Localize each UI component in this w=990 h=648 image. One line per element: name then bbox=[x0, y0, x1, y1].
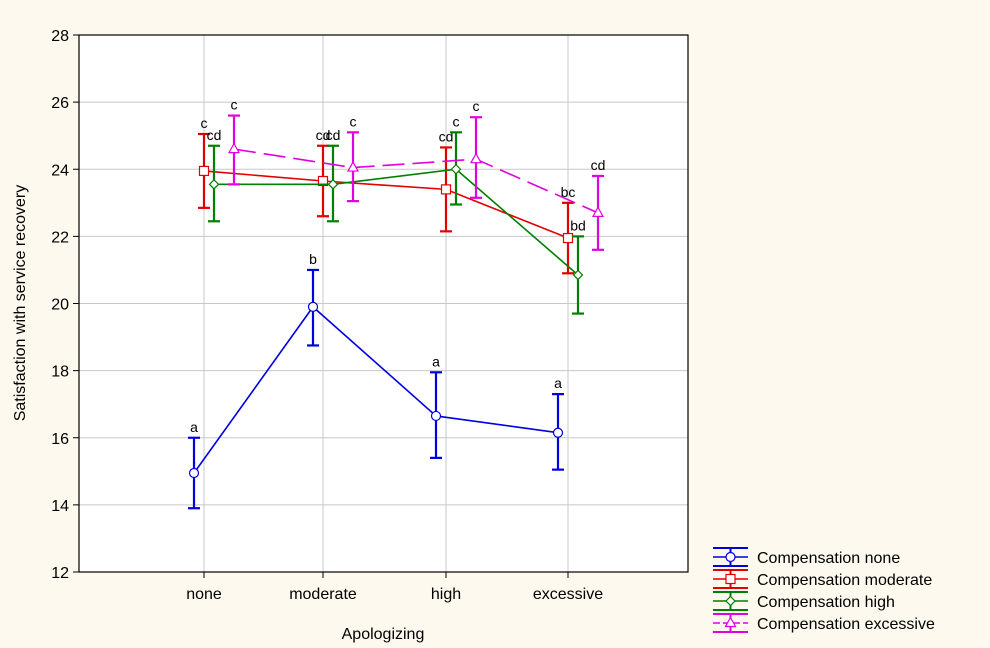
legend-entry: Compensation high bbox=[713, 591, 895, 611]
legend-marker bbox=[725, 573, 736, 585]
data-point bbox=[188, 467, 200, 479]
x-tick-label: excessive bbox=[533, 586, 603, 603]
data-label: a bbox=[554, 375, 562, 391]
data-point bbox=[562, 232, 574, 244]
y-tick-label: 28 bbox=[51, 28, 69, 45]
data-point bbox=[440, 184, 452, 195]
grid-lines bbox=[79, 35, 688, 572]
data-label: cd bbox=[439, 128, 454, 144]
data-label: c bbox=[453, 113, 460, 129]
series-line bbox=[233, 148, 599, 214]
legend: Compensation none Compensation moderate Co… bbox=[713, 547, 935, 633]
data-label: cd bbox=[316, 127, 331, 143]
data-point bbox=[591, 206, 605, 217]
y-tick-label: 22 bbox=[51, 229, 69, 246]
y-axis: 12 14 16 18 20 22 24 26 28 bbox=[51, 28, 79, 582]
data-point bbox=[327, 179, 339, 190]
legend-label: Compensation moderate bbox=[757, 572, 932, 589]
legend-label: Compensation none bbox=[757, 550, 900, 567]
data-point bbox=[430, 410, 442, 422]
series-compensation-none: a b a a bbox=[188, 251, 564, 510]
data-label: c bbox=[231, 97, 238, 113]
legend-marker bbox=[724, 616, 737, 628]
data-label: a bbox=[190, 419, 198, 435]
y-axis-title: Satisfaction with service recovery bbox=[12, 185, 29, 422]
data-label: b bbox=[309, 251, 317, 267]
data-point bbox=[208, 179, 220, 190]
data-point bbox=[469, 152, 483, 164]
data-point bbox=[227, 142, 241, 154]
data-label: c bbox=[473, 98, 480, 114]
data-label: c bbox=[201, 115, 208, 131]
x-tick-label: high bbox=[431, 586, 461, 603]
data-label: bd bbox=[570, 217, 586, 233]
y-tick-label: 12 bbox=[51, 565, 69, 582]
data-label: bc bbox=[561, 184, 576, 200]
legend-label: Compensation excessive bbox=[757, 616, 935, 633]
data-label: cd bbox=[326, 127, 341, 143]
data-point bbox=[450, 163, 462, 175]
y-tick-label: 14 bbox=[51, 498, 69, 515]
legend-entry: Compensation none bbox=[713, 547, 900, 567]
legend-label: Compensation high bbox=[757, 594, 895, 611]
x-axis-title: Apologizing bbox=[342, 626, 425, 643]
y-tick-label: 20 bbox=[51, 297, 69, 314]
data-point bbox=[552, 427, 564, 438]
y-tick-label: 24 bbox=[51, 162, 69, 179]
data-label: c bbox=[350, 113, 357, 129]
data-point bbox=[317, 175, 329, 187]
legend-entry: Compensation excessive bbox=[713, 613, 935, 633]
data-point bbox=[198, 165, 210, 177]
y-tick-label: 16 bbox=[51, 431, 69, 448]
data-label: a bbox=[432, 353, 440, 369]
x-tick-label: moderate bbox=[289, 586, 357, 603]
x-tick-label: none bbox=[186, 586, 222, 603]
x-axis: none moderate high excessive bbox=[186, 572, 603, 603]
y-tick-label: 18 bbox=[51, 364, 69, 381]
data-label: cd bbox=[591, 157, 606, 173]
legend-marker bbox=[725, 595, 736, 607]
legend-entry: Compensation moderate bbox=[713, 569, 932, 589]
legend-marker bbox=[725, 551, 736, 563]
y-tick-label: 26 bbox=[51, 95, 69, 112]
data-point bbox=[572, 269, 584, 281]
data-point bbox=[346, 160, 360, 172]
data-label: cd bbox=[207, 127, 222, 143]
data-point bbox=[307, 301, 319, 312]
series-line bbox=[193, 305, 559, 474]
series-line bbox=[214, 168, 579, 276]
